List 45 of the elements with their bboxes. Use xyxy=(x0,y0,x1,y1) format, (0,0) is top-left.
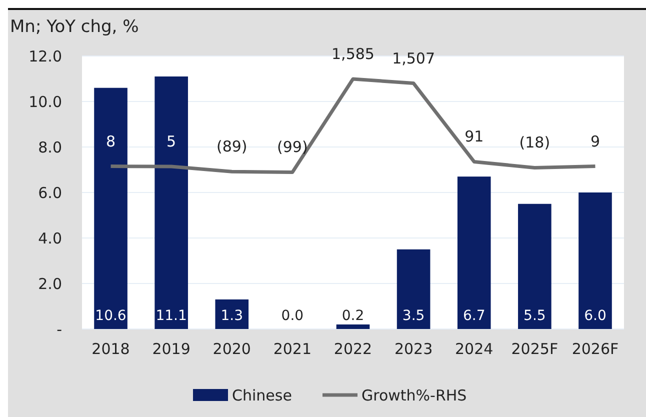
data-label: 5.5 xyxy=(524,308,546,324)
data-label: 11.1 xyxy=(156,308,187,324)
x-tick-label: 2024 xyxy=(455,340,494,358)
data-label: 9 xyxy=(590,132,600,150)
y-tick-label: 8.0 xyxy=(38,138,62,156)
data-label: 1,585 xyxy=(332,44,374,63)
x-tick-label: 2021 xyxy=(273,340,312,358)
x-tick-label: 2022 xyxy=(334,340,372,358)
bar xyxy=(578,192,612,329)
y-tick-label: 4.0 xyxy=(38,229,62,248)
y-tick-label: - xyxy=(56,320,62,338)
legend-label: Growth%-RHS xyxy=(362,386,467,404)
data-label: 8 xyxy=(106,132,116,150)
x-tick-label: 2026F xyxy=(572,340,619,358)
bar xyxy=(215,299,249,329)
y-tick-label: 10.0 xyxy=(28,92,62,111)
data-label: (18) xyxy=(519,134,550,152)
data-label: (89) xyxy=(216,138,248,156)
y-tick-label: 12.0 xyxy=(28,47,62,66)
data-label: 5 xyxy=(166,132,176,150)
bar xyxy=(336,324,370,329)
data-label: 91 xyxy=(464,128,484,146)
bar xyxy=(457,176,491,329)
data-label: 0.2 xyxy=(342,308,364,324)
x-tick-label: 2020 xyxy=(212,340,251,358)
y-axis-title: Mn; YoY chg, % xyxy=(10,17,139,37)
data-label: 1,507 xyxy=(392,49,436,68)
bar xyxy=(518,204,552,329)
data-label: 10.6 xyxy=(95,308,126,324)
x-tick-label: 2025F xyxy=(511,340,558,358)
legend-label: Chinese xyxy=(232,386,292,404)
data-label: 6.7 xyxy=(462,308,486,324)
y-tick-label: 2.0 xyxy=(38,274,62,293)
bar xyxy=(396,249,430,329)
x-tick-label: 2018 xyxy=(92,340,130,358)
bar xyxy=(94,88,128,329)
data-label: 6.0 xyxy=(584,308,606,324)
data-label: (99) xyxy=(277,138,308,156)
data-label: 1.3 xyxy=(220,308,244,324)
data-label: 3.5 xyxy=(402,308,425,324)
x-tick-label: 2023 xyxy=(394,340,433,358)
x-tick-label: 2019 xyxy=(152,340,190,358)
bar xyxy=(154,76,188,329)
data-label: 0.0 xyxy=(281,308,304,324)
y-tick-label: 6.0 xyxy=(38,184,62,202)
